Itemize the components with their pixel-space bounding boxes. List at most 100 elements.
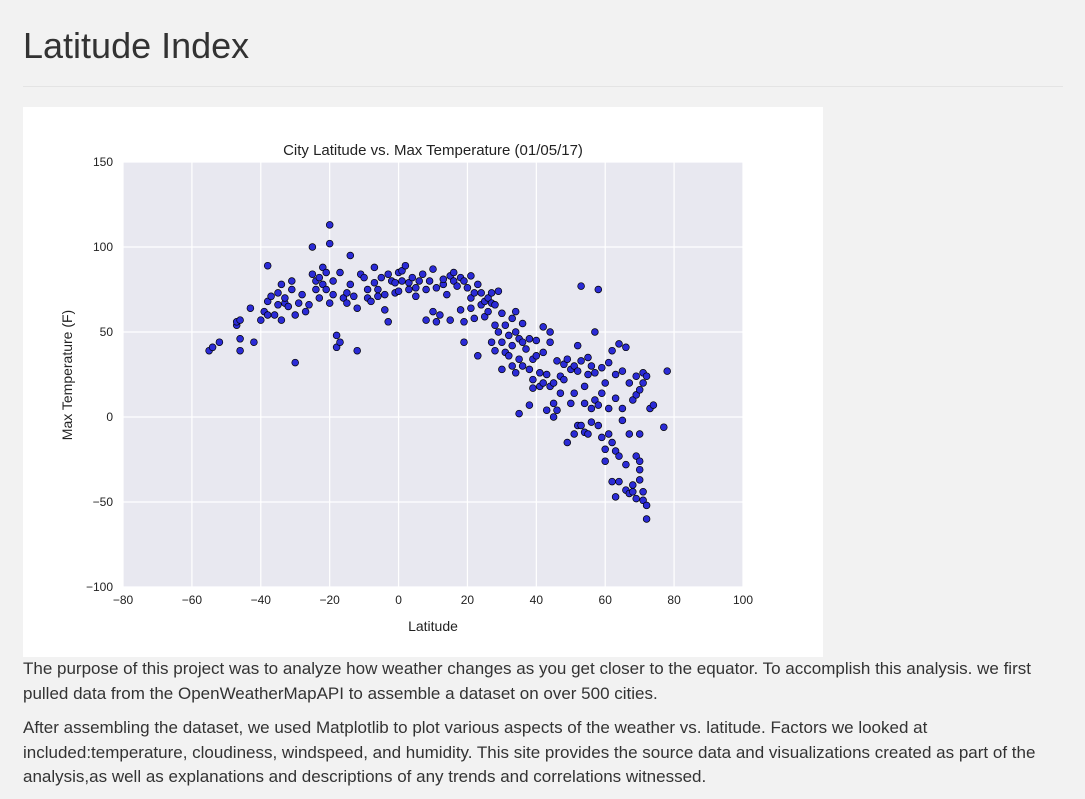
data-point: [315, 294, 324, 302]
data-point: [604, 430, 613, 438]
data-point: [343, 299, 351, 307]
data-point: [539, 348, 547, 357]
data-point: [288, 285, 296, 294]
data-point: [270, 311, 279, 319]
data-point: [511, 307, 520, 316]
data-point: [439, 275, 448, 284]
data-point: [587, 362, 596, 370]
data-point: [208, 343, 217, 352]
data-point: [456, 306, 465, 314]
data-point: [325, 239, 334, 248]
data-point: [460, 338, 468, 346]
data-point: [305, 301, 313, 309]
data-point: [546, 328, 554, 336]
data-point: [594, 421, 603, 430]
data-point: [635, 457, 644, 465]
data-point: [325, 221, 334, 229]
data-point: [453, 282, 461, 290]
data-point: [542, 406, 551, 414]
data-point: [257, 316, 265, 324]
data-point: [629, 396, 637, 404]
data-point: [470, 314, 479, 323]
data-point: [594, 285, 603, 294]
data-point: [515, 409, 523, 418]
data-point: [284, 302, 293, 311]
y-tick-label: 0: [106, 410, 113, 424]
x-tick-label: 80: [667, 593, 681, 607]
data-point: [446, 316, 454, 324]
data-point: [587, 404, 596, 413]
data-point: [498, 309, 506, 318]
data-point: [560, 375, 568, 384]
data-point: [635, 476, 644, 484]
data-point: [336, 338, 344, 346]
data-point: [377, 273, 386, 282]
data-point: [339, 294, 348, 302]
data-point: [532, 336, 541, 345]
data-point: [281, 294, 289, 302]
data-point: [536, 369, 544, 377]
data-point: [511, 369, 520, 377]
data-point: [487, 338, 496, 346]
data-point: [374, 292, 382, 301]
data-point: [291, 358, 299, 367]
x-tick-label: 20: [461, 593, 475, 607]
data-point: [443, 290, 451, 299]
y-tick-label: −100: [86, 580, 113, 594]
data-point: [570, 389, 578, 397]
chart-title: City Latitude vs. Max Temperature (01/05…: [283, 142, 583, 159]
data-point: [601, 379, 609, 387]
data-point: [353, 304, 361, 312]
data-point: [350, 292, 358, 301]
data-point: [467, 304, 475, 312]
data-point: [601, 445, 609, 454]
data-point: [587, 418, 596, 426]
data-point: [663, 367, 671, 375]
data-point: [642, 501, 651, 510]
data-point: [415, 277, 423, 285]
data-point: [622, 343, 630, 352]
data-point: [312, 285, 320, 294]
data-point: [236, 316, 244, 324]
data-point: [556, 389, 565, 397]
data-point: [487, 289, 496, 297]
data-point: [601, 457, 609, 465]
data-point: [394, 287, 403, 295]
data-point: [425, 277, 434, 285]
data-point: [277, 316, 286, 324]
data-point: [563, 438, 572, 447]
data-point: [632, 391, 640, 399]
description-paragraph: The purpose of this project was to analy…: [23, 659, 1031, 703]
data-point: [460, 277, 468, 285]
data-point: [432, 284, 441, 292]
x-tick-label: 0: [395, 593, 402, 607]
data-point: [615, 452, 623, 460]
data-point: [604, 404, 613, 413]
data-point: [508, 362, 516, 370]
data-point: [319, 280, 327, 289]
data-point: [553, 357, 561, 365]
data-point: [598, 433, 606, 442]
data-point: [491, 346, 499, 355]
data-point: [480, 312, 489, 321]
data-point: [618, 367, 627, 375]
data-point: [322, 285, 330, 294]
data-point: [642, 372, 651, 380]
data-point: [625, 430, 634, 438]
data-point: [577, 357, 585, 365]
data-point: [539, 379, 547, 387]
data-point: [529, 384, 537, 392]
data-point: [577, 282, 585, 290]
data-point: [336, 268, 344, 277]
data-point: [325, 299, 334, 307]
data-point: [573, 341, 582, 350]
data-point: [449, 277, 458, 285]
data-point: [408, 273, 417, 282]
data-point: [629, 488, 637, 496]
data-point: [374, 285, 382, 294]
data-point: [639, 496, 647, 505]
data-point: [363, 285, 372, 294]
data-point: [370, 278, 379, 287]
data-point: [505, 331, 513, 340]
x-tick-label: 40: [530, 593, 544, 607]
